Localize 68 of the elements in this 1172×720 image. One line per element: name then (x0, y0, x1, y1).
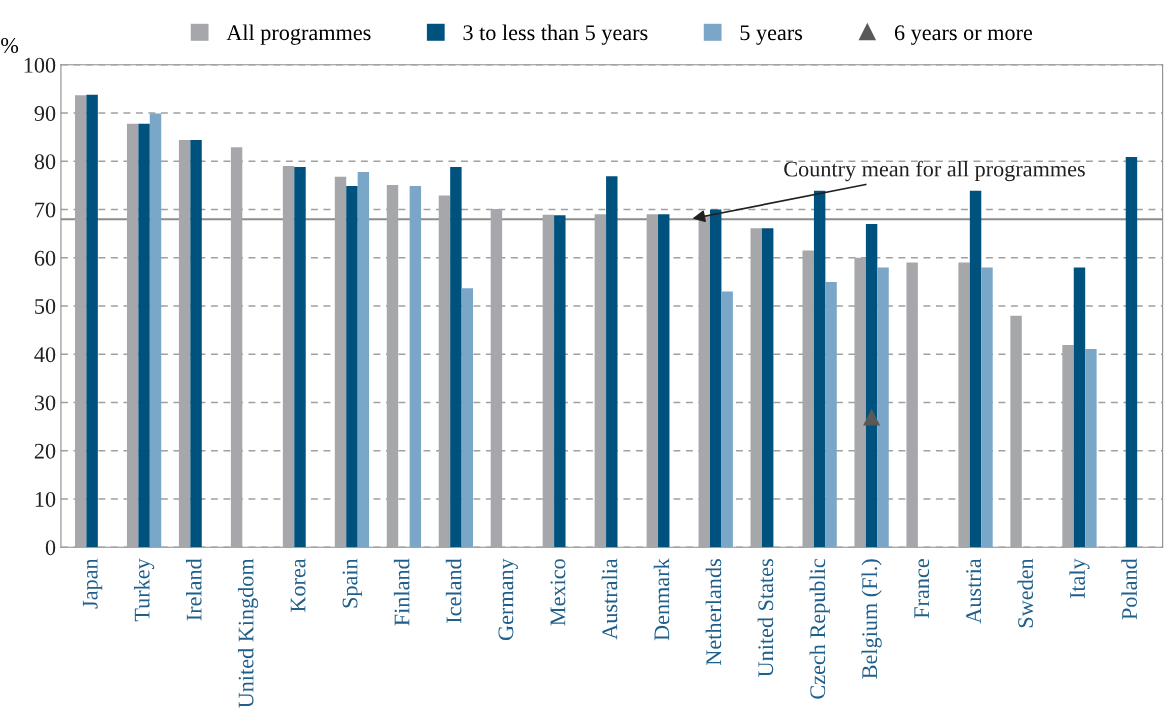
bar (721, 291, 733, 548)
legend-label: All programmes (226, 24, 371, 45)
y-tick-label: 60 (34, 250, 56, 266)
x-tick-label: Austria (966, 558, 982, 624)
bar (450, 167, 462, 548)
x-tick-label: Italy (1069, 558, 1090, 599)
bar (594, 214, 607, 548)
x-tick-label: United States (757, 559, 774, 677)
x-tick-label: United Kingdom (237, 558, 259, 708)
y-tick-label: 0 (45, 540, 56, 556)
x-tick-label: Ireland (185, 558, 202, 621)
x-tick-label: Poland (1121, 558, 1138, 620)
bar (969, 190, 982, 548)
x-tick-label: Czech Republic (809, 559, 830, 699)
bar (813, 190, 826, 548)
bar (877, 267, 889, 548)
x-tick-label: Spain (342, 558, 363, 608)
bar (149, 113, 162, 548)
bar (294, 167, 306, 548)
y-tick-label: 20 (34, 443, 56, 459)
bar (646, 214, 659, 548)
bar (461, 288, 474, 548)
bar (761, 228, 774, 548)
x-tick-label: Germany (498, 558, 518, 641)
bar (606, 176, 618, 548)
x-tick-label: Turkey (133, 558, 155, 622)
x-tick-label: Sweden (1017, 558, 1034, 628)
x-tick-label: Korea (290, 558, 306, 612)
bar (334, 176, 347, 548)
legend-label: 3 to less than 5 years (463, 24, 648, 45)
bar (346, 185, 358, 548)
legend-label: 5 years (740, 25, 803, 45)
x-tick-label: Finland (393, 558, 410, 626)
x-tick-label: Japan (82, 558, 103, 609)
bar (357, 171, 370, 548)
bar (190, 140, 202, 548)
x-tick-label: France (914, 559, 930, 619)
bar (981, 267, 993, 548)
x-tick-label: Denmark (653, 558, 670, 641)
y-tick-label: 90 (34, 105, 56, 121)
bar (86, 94, 98, 548)
y-tick-label: 100 (24, 57, 56, 73)
bar (710, 209, 722, 548)
bar (958, 262, 970, 548)
x-tick-label: Australia (601, 558, 618, 640)
y-tick-label: 10 (35, 491, 56, 507)
x-tick-label: Belgium (Fl.) (861, 559, 882, 679)
legend-label: 6 years or more (894, 25, 1033, 45)
bar (865, 223, 878, 548)
x-tick-label: Iceland (445, 558, 462, 623)
bar (1125, 156, 1138, 548)
bar (1073, 267, 1086, 548)
bar (1085, 348, 1097, 548)
y-tick-label: 70 (35, 202, 56, 218)
ref-line-label: Country mean for all programmes (784, 160, 1085, 182)
bar (825, 281, 837, 548)
bar (409, 185, 422, 548)
y-tick-label: 80 (34, 154, 56, 170)
y-tick-label: 40 (34, 347, 56, 363)
x-tick-label: Mexico (550, 559, 566, 626)
bar (554, 215, 566, 548)
y-tick-label: 50 (35, 298, 56, 314)
bar (658, 214, 670, 548)
x-tick-label: Netherlands (705, 559, 722, 666)
y-axis-title: % (1, 38, 19, 54)
bar (138, 123, 150, 548)
bar (282, 166, 295, 548)
y-tick-label: 30 (34, 395, 56, 411)
